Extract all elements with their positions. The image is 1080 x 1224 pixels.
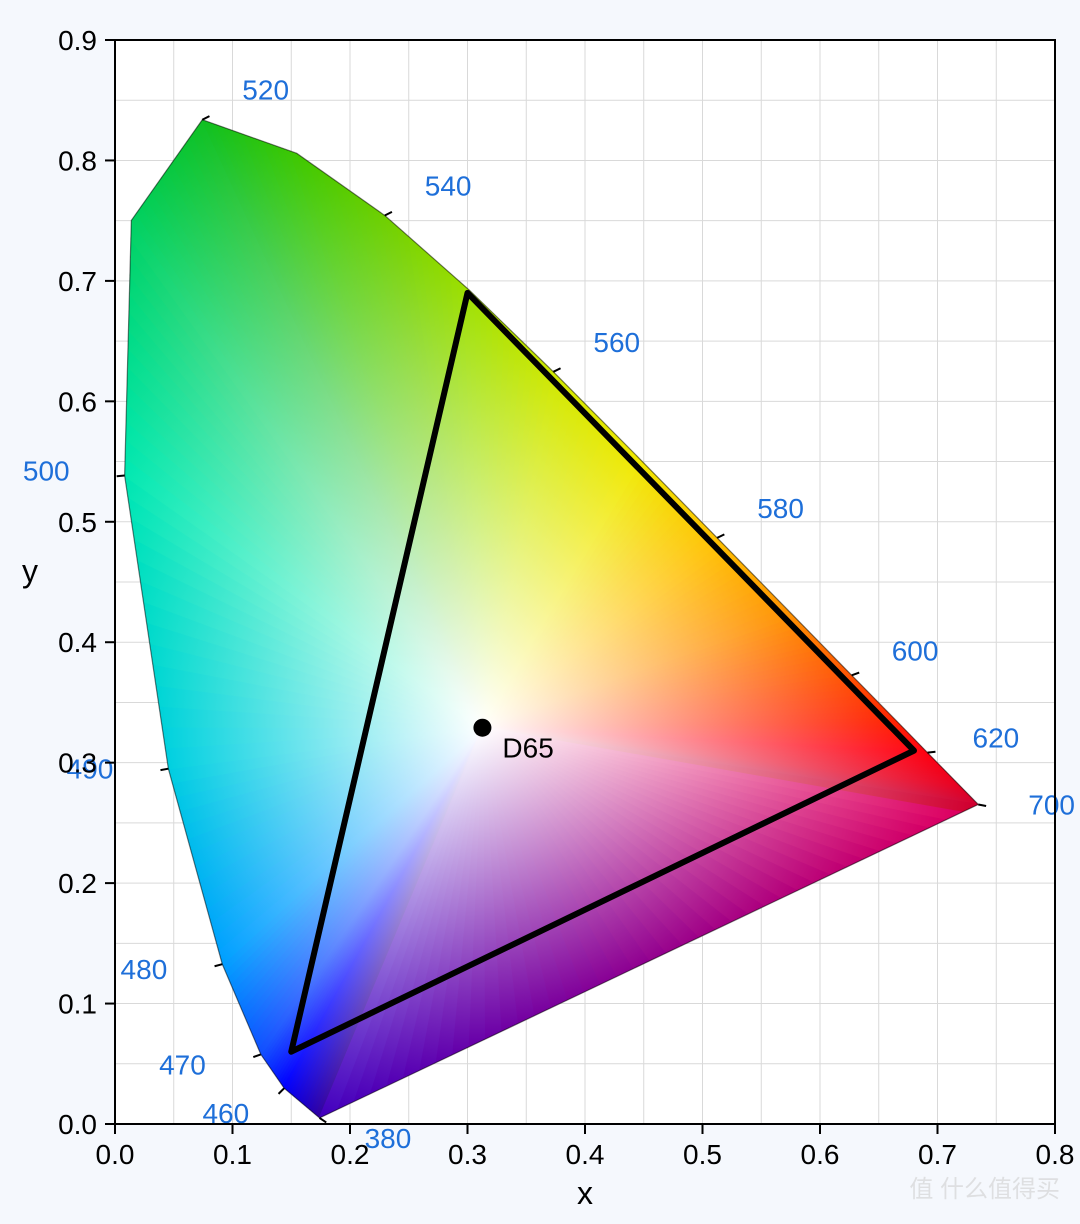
svg-text:0.4: 0.4 <box>566 1139 605 1170</box>
svg-text:0.3: 0.3 <box>448 1139 487 1170</box>
svg-text:y: y <box>22 553 38 589</box>
svg-text:0.6: 0.6 <box>801 1139 840 1170</box>
watermark: 值 什么值得买 <box>909 1169 1060 1204</box>
svg-text:700: 700 <box>1028 789 1075 820</box>
svg-text:x: x <box>577 1175 593 1211</box>
svg-text:0.0: 0.0 <box>96 1139 135 1170</box>
svg-text:0.2: 0.2 <box>331 1139 370 1170</box>
svg-text:620: 620 <box>973 723 1020 754</box>
chart-svg: D655205405605806006207005004904804704603… <box>0 0 1080 1224</box>
svg-text:0.4: 0.4 <box>58 627 97 658</box>
svg-text:0.8: 0.8 <box>1036 1139 1075 1170</box>
svg-text:0.3: 0.3 <box>58 748 97 779</box>
svg-text:0.6: 0.6 <box>58 386 97 417</box>
svg-text:0.2: 0.2 <box>58 868 97 899</box>
svg-text:540: 540 <box>425 170 472 201</box>
svg-text:520: 520 <box>242 75 289 106</box>
svg-text:0.0: 0.0 <box>58 1109 97 1140</box>
svg-text:560: 560 <box>593 327 640 358</box>
svg-text:0.1: 0.1 <box>58 989 97 1020</box>
svg-text:380: 380 <box>365 1123 412 1154</box>
svg-text:0.1: 0.1 <box>213 1139 252 1170</box>
svg-text:580: 580 <box>757 493 804 524</box>
svg-text:480: 480 <box>121 954 168 985</box>
svg-text:0.7: 0.7 <box>918 1139 957 1170</box>
chromaticity-diagram: D655205405605806006207005004904804704603… <box>0 0 1080 1224</box>
svg-text:0.5: 0.5 <box>58 507 97 538</box>
svg-text:600: 600 <box>892 635 939 666</box>
svg-text:500: 500 <box>23 456 70 487</box>
svg-text:D65: D65 <box>502 733 553 764</box>
svg-text:0.7: 0.7 <box>58 266 97 297</box>
svg-text:0.5: 0.5 <box>683 1139 722 1170</box>
svg-text:0.9: 0.9 <box>58 25 97 56</box>
svg-text:0.8: 0.8 <box>58 145 97 176</box>
svg-text:470: 470 <box>159 1049 206 1080</box>
